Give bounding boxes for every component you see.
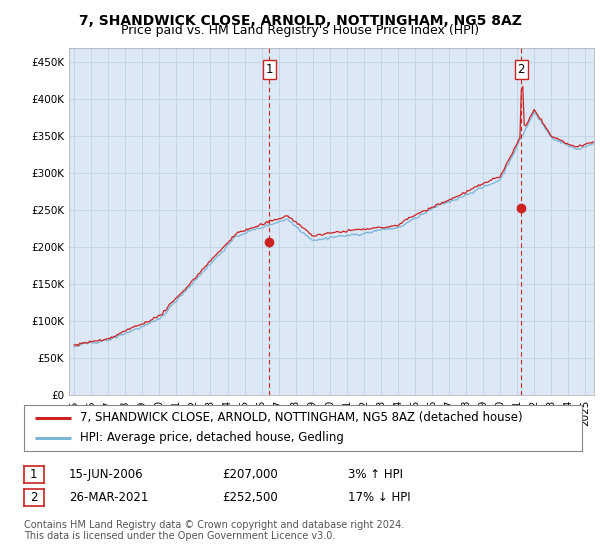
- Text: 15-JUN-2006: 15-JUN-2006: [69, 468, 143, 481]
- Text: Price paid vs. HM Land Registry's House Price Index (HPI): Price paid vs. HM Land Registry's House …: [121, 24, 479, 36]
- Text: 7, SHANDWICK CLOSE, ARNOLD, NOTTINGHAM, NG5 8AZ (detached house): 7, SHANDWICK CLOSE, ARNOLD, NOTTINGHAM, …: [80, 411, 523, 424]
- Text: £252,500: £252,500: [222, 491, 278, 504]
- Text: 1: 1: [30, 468, 38, 481]
- Text: 1: 1: [266, 63, 273, 76]
- Text: HPI: Average price, detached house, Gedling: HPI: Average price, detached house, Gedl…: [80, 431, 344, 445]
- Text: £207,000: £207,000: [222, 468, 278, 481]
- Text: Contains HM Land Registry data © Crown copyright and database right 2024.
This d: Contains HM Land Registry data © Crown c…: [24, 520, 404, 542]
- Text: 2: 2: [30, 491, 38, 504]
- Text: 3% ↑ HPI: 3% ↑ HPI: [348, 468, 403, 481]
- Text: 7, SHANDWICK CLOSE, ARNOLD, NOTTINGHAM, NG5 8AZ: 7, SHANDWICK CLOSE, ARNOLD, NOTTINGHAM, …: [79, 14, 521, 28]
- Text: 26-MAR-2021: 26-MAR-2021: [69, 491, 148, 504]
- Text: 17% ↓ HPI: 17% ↓ HPI: [348, 491, 410, 504]
- Text: 2: 2: [517, 63, 525, 76]
